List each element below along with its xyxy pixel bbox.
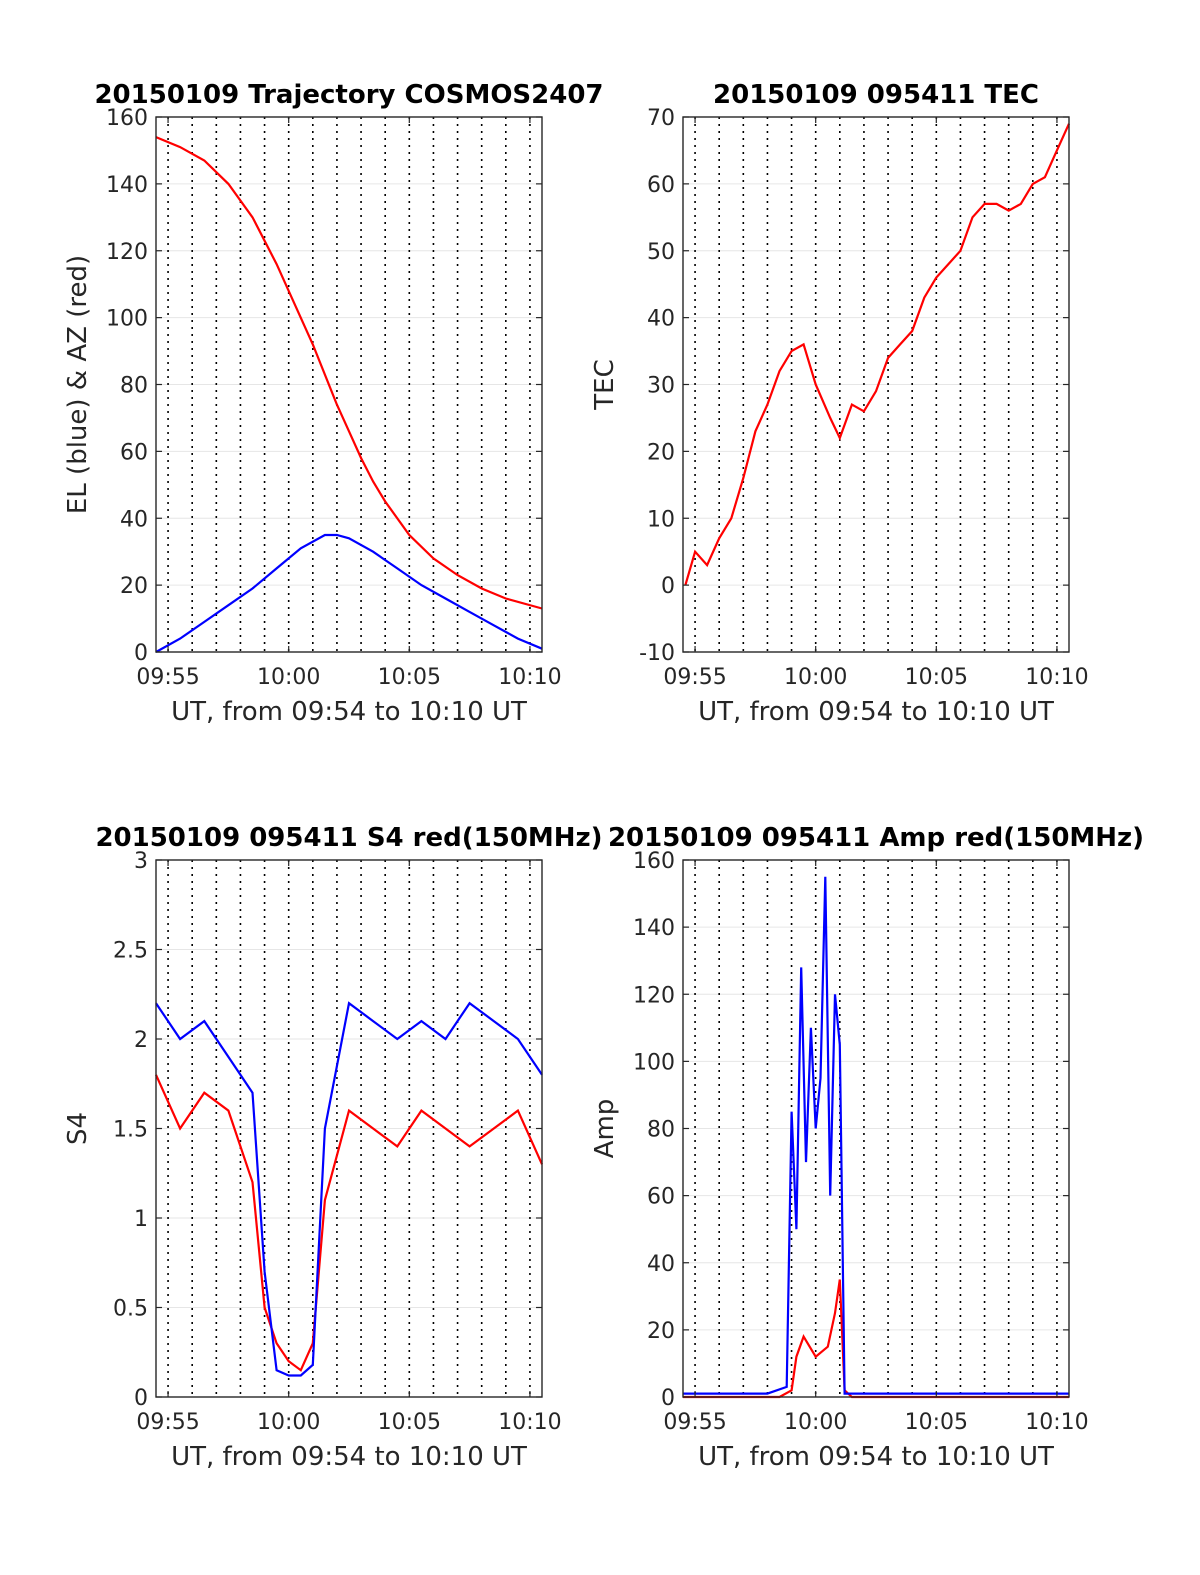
y-axis-label: TEC [590, 359, 620, 410]
x-tick-label: 10:00 [784, 665, 847, 690]
y-tick-label: 20 [647, 440, 675, 465]
x-axis-label: UT, from 09:54 to 10:10 UT [171, 1442, 527, 1472]
y-tick-label: 20 [120, 574, 148, 599]
panel-tec: -10 0 10 20 30 40 50 60 70 09:55 10:00 10:05 10:10 20… [590, 80, 1089, 727]
y-tick-label: 2.5 [113, 939, 148, 964]
y-tick-label: 0 [661, 1386, 675, 1411]
series-line-1 [155, 1001, 543, 1377]
y-tick-label: 1 [134, 1207, 148, 1232]
x-tick-label: 09:55 [136, 1410, 199, 1435]
series-line-1 [683, 876, 1069, 1395]
series-line-0 [154, 1074, 544, 1372]
y-tick-label: 2 [134, 1028, 148, 1053]
chart-title: 20150109 095411 S4 red(150MHz) [95, 823, 602, 853]
series-line-0 [155, 136, 543, 610]
y-tick-label: 40 [647, 307, 675, 332]
x-tick-label: 10:00 [257, 1410, 320, 1435]
y-tick-label: 100 [633, 1050, 675, 1075]
y-tick-label: 100 [106, 307, 148, 332]
panel-s4: 0 0.5 1 1.5 2 2.5 3 09:55 10:00 10:05 10:10 2015010… [63, 823, 603, 1472]
series-line-1 [155, 533, 543, 653]
x-tick-label: 09:55 [663, 665, 726, 690]
y-tick-label: 60 [647, 1185, 675, 1210]
series-line-0 [683, 1279, 1069, 1399]
x-tick-label: 10:05 [378, 665, 441, 690]
y-tick-label: 160 [106, 106, 148, 131]
y-axis-label: Amp [590, 1099, 620, 1159]
chart-title: 20150109 095411 TEC [713, 80, 1039, 110]
x-tick-label: 10:00 [257, 665, 320, 690]
y-tick-label: 140 [633, 916, 675, 941]
y-tick-label: 60 [647, 173, 675, 198]
x-tick-label: 09:55 [136, 665, 199, 690]
y-tick-label: 80 [647, 1118, 675, 1143]
y-tick-label: 140 [106, 173, 148, 198]
x-axis-label: UT, from 09:54 to 10:10 UT [171, 697, 527, 727]
x-tick-label: 10:10 [498, 1410, 561, 1435]
y-tick-label: -10 [639, 641, 675, 666]
y-tick-label: 20 [647, 1319, 675, 1344]
series-line-0 [684, 123, 1071, 586]
y-tick-label: 30 [647, 374, 675, 399]
chart-title: 20150109 Trajectory COSMOS2407 [94, 80, 603, 110]
y-axis-label: S4 [63, 1112, 93, 1145]
y-tick-label: 70 [647, 106, 675, 131]
panel-trajectory: 0 20 40 60 80 100 120 140 160 09:55 10:00 10:05 10:1… [63, 80, 604, 727]
x-tick-label: 09:55 [663, 1410, 726, 1435]
x-tick-label: 10:00 [784, 1410, 847, 1435]
y-tick-label: 80 [120, 374, 148, 399]
y-tick-label: 40 [120, 507, 148, 532]
y-tick-label: 0 [661, 574, 675, 599]
y-tick-label: 3 [134, 849, 148, 874]
x-tick-label: 10:10 [1025, 665, 1088, 690]
y-tick-label: 0.5 [113, 1297, 148, 1322]
chart-title: 20150109 095411 Amp red(150MHz) [608, 823, 1144, 853]
x-tick-label: 10:05 [378, 1410, 441, 1435]
y-tick-label: 160 [633, 849, 675, 874]
panel-amp: 0 20 40 60 80 100 120 140 160 09:55 10:00 10:05 10:1… [590, 823, 1144, 1472]
y-tick-label: 120 [633, 983, 675, 1008]
y-tick-label: 120 [106, 240, 148, 265]
y-axis-label: EL (blue) & AZ (red) [63, 255, 93, 514]
x-tick-label: 10:10 [498, 665, 561, 690]
x-tick-label: 10:10 [1025, 1410, 1088, 1435]
x-tick-label: 10:05 [905, 1410, 968, 1435]
x-axis-label: UT, from 09:54 to 10:10 UT [698, 1442, 1054, 1472]
x-axis-label: UT, from 09:54 to 10:10 UT [698, 697, 1054, 727]
x-tick-label: 10:05 [905, 665, 968, 690]
y-tick-label: 0 [134, 1386, 148, 1411]
y-tick-label: 50 [647, 240, 675, 265]
y-tick-label: 0 [134, 641, 148, 666]
y-tick-label: 40 [647, 1252, 675, 1277]
y-tick-label: 1.5 [113, 1118, 148, 1143]
y-tick-label: 60 [120, 440, 148, 465]
y-tick-label: 10 [647, 507, 675, 532]
